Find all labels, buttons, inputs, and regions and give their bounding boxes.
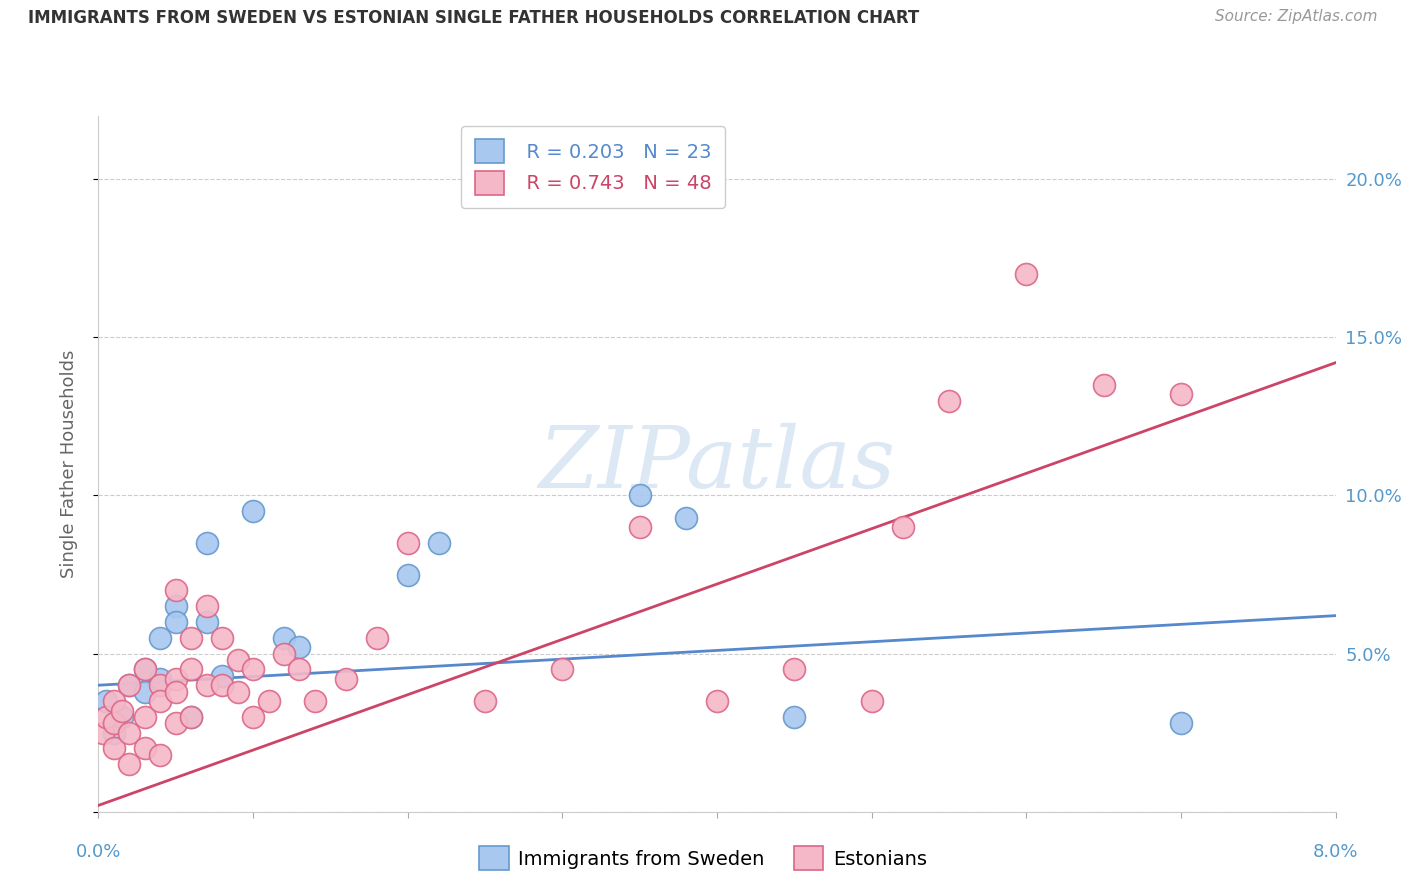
Point: [396, 536, 419, 550]
Point: [366, 631, 388, 645]
Point: [891, 520, 914, 534]
Point: [180, 662, 202, 676]
Point: [1170, 716, 1192, 731]
Point: [111, 710, 134, 724]
Text: IMMIGRANTS FROM SWEDEN VS ESTONIAN SINGLE FATHER HOUSEHOLDS CORRELATION CHART: IMMIGRANTS FROM SWEDEN VS ESTONIAN SINGL…: [28, 9, 920, 27]
Point: [211, 678, 233, 692]
Point: [165, 716, 187, 731]
Point: [118, 757, 141, 772]
Point: [165, 615, 187, 629]
Point: [1015, 267, 1038, 281]
Point: [288, 640, 311, 655]
Point: [103, 716, 125, 731]
Point: [103, 694, 125, 708]
Point: [304, 694, 326, 708]
Point: [134, 684, 156, 698]
Text: ZIPatlas: ZIPatlas: [538, 423, 896, 505]
Point: [675, 510, 697, 524]
Point: [134, 662, 156, 676]
Legend: Immigrants from Sweden, Estonians: Immigrants from Sweden, Estonians: [471, 838, 935, 878]
Point: [226, 684, 249, 698]
Point: [396, 567, 419, 582]
Point: [180, 710, 202, 724]
Point: [96, 694, 118, 708]
Point: [96, 710, 118, 724]
Point: [149, 672, 172, 686]
Point: [211, 669, 233, 683]
Point: [103, 741, 125, 756]
Point: [195, 536, 218, 550]
Point: [288, 662, 311, 676]
Point: [551, 662, 574, 676]
Point: [149, 631, 172, 645]
Point: [226, 653, 249, 667]
Point: [427, 536, 450, 550]
Point: [242, 710, 264, 724]
Y-axis label: Single Father Households: Single Father Households: [59, 350, 77, 578]
Point: [118, 725, 141, 739]
Text: 8.0%: 8.0%: [1313, 843, 1358, 861]
Point: [195, 615, 218, 629]
Point: [103, 725, 125, 739]
Point: [165, 583, 187, 598]
Point: [149, 678, 172, 692]
Point: [273, 631, 295, 645]
Point: [134, 710, 156, 724]
Point: [165, 599, 187, 614]
Point: [118, 678, 141, 692]
Point: [938, 393, 960, 408]
Point: [706, 694, 728, 708]
Point: [628, 520, 651, 534]
Point: [242, 662, 264, 676]
Point: [335, 672, 357, 686]
Point: [111, 704, 134, 718]
Text: Source: ZipAtlas.com: Source: ZipAtlas.com: [1215, 9, 1378, 24]
Point: [860, 694, 883, 708]
Point: [149, 747, 172, 762]
Point: [134, 741, 156, 756]
Point: [211, 631, 233, 645]
Point: [165, 684, 187, 698]
Text: 0.0%: 0.0%: [76, 843, 121, 861]
Point: [783, 710, 806, 724]
Point: [180, 631, 202, 645]
Point: [474, 694, 496, 708]
Point: [628, 488, 651, 502]
Point: [134, 662, 156, 676]
Point: [273, 647, 295, 661]
Point: [149, 694, 172, 708]
Point: [1092, 377, 1115, 392]
Point: [180, 710, 202, 724]
Point: [195, 678, 218, 692]
Point: [242, 504, 264, 518]
Point: [257, 694, 280, 708]
Point: [195, 599, 218, 614]
Legend:   R = 0.203   N = 23,   R = 0.743   N = 48: R = 0.203 N = 23, R = 0.743 N = 48: [461, 126, 725, 208]
Point: [91, 725, 114, 739]
Point: [783, 662, 806, 676]
Point: [165, 672, 187, 686]
Point: [118, 678, 141, 692]
Point: [1170, 387, 1192, 401]
